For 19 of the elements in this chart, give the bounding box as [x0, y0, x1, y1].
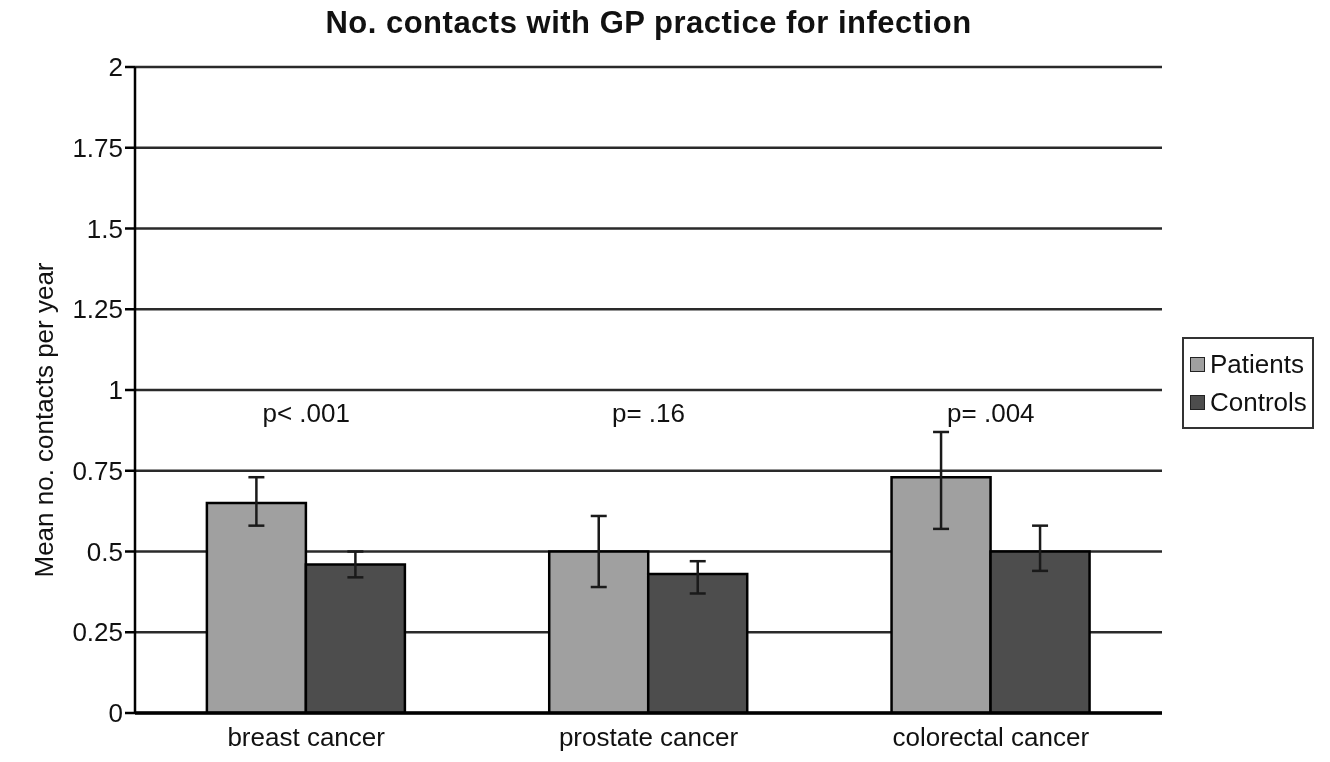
y-tick-label: 0 — [108, 698, 123, 729]
y-tick-label: 0.5 — [86, 536, 123, 567]
y-axis-title: Mean no. contacts per year — [29, 262, 60, 578]
annotation: p< .001 — [262, 397, 350, 428]
annotation: p= .16 — [611, 397, 686, 428]
y-tick-label: 1.25 — [72, 294, 123, 325]
x-tick-label: colorectal cancer — [892, 722, 1090, 753]
y-tick-label: 0.75 — [72, 455, 123, 486]
y-tick-label: 1.75 — [72, 132, 123, 163]
y-tick-label: 2 — [108, 52, 123, 83]
y-tick-label: 0.25 — [72, 617, 123, 648]
annotation: p= .004 — [947, 397, 1035, 428]
y-tick-label: 1 — [108, 375, 123, 406]
y-tick-label: 1.5 — [86, 213, 123, 244]
x-tick-label: prostate cancer — [558, 722, 739, 753]
legend-label: Patients — [1210, 348, 1304, 380]
x-tick-label: breast cancer — [227, 722, 386, 753]
chart-title: No. contacts with GP practice for infection — [324, 5, 973, 41]
legend-label: Controls — [1210, 386, 1307, 418]
